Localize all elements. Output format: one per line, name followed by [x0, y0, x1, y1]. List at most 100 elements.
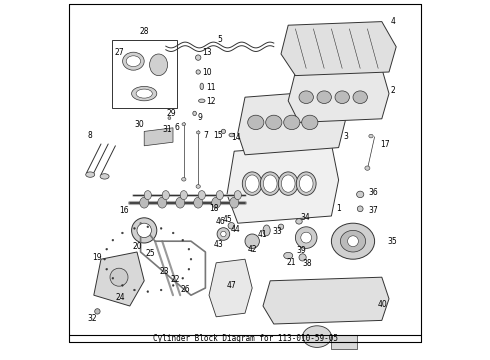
Text: 36: 36 [368, 188, 378, 197]
Text: 4: 4 [390, 17, 395, 26]
Ellipse shape [86, 172, 95, 177]
Ellipse shape [281, 175, 295, 192]
Ellipse shape [353, 91, 368, 104]
Polygon shape [144, 128, 173, 146]
Ellipse shape [221, 129, 225, 134]
Ellipse shape [357, 206, 363, 212]
Text: 34: 34 [300, 213, 310, 222]
Text: 26: 26 [181, 285, 191, 294]
Text: 13: 13 [202, 48, 212, 57]
Ellipse shape [212, 197, 220, 208]
Ellipse shape [198, 99, 205, 103]
Ellipse shape [136, 89, 152, 98]
Text: 6: 6 [174, 123, 179, 132]
Ellipse shape [104, 258, 105, 260]
Text: 44: 44 [230, 225, 240, 234]
Ellipse shape [182, 177, 186, 181]
Polygon shape [281, 22, 396, 76]
Ellipse shape [110, 268, 128, 286]
Text: 41: 41 [257, 230, 267, 239]
Text: 42: 42 [247, 245, 257, 253]
Ellipse shape [106, 248, 108, 250]
Ellipse shape [194, 197, 203, 208]
Ellipse shape [357, 191, 364, 198]
Ellipse shape [162, 191, 170, 199]
Ellipse shape [200, 83, 204, 90]
Text: 27: 27 [114, 48, 124, 57]
Ellipse shape [132, 86, 157, 101]
Ellipse shape [188, 248, 190, 250]
Ellipse shape [369, 134, 373, 138]
Ellipse shape [95, 309, 100, 314]
Text: 19: 19 [93, 253, 102, 262]
Polygon shape [227, 144, 339, 223]
Ellipse shape [263, 225, 270, 236]
Ellipse shape [230, 197, 239, 208]
Polygon shape [94, 252, 144, 306]
Ellipse shape [196, 131, 200, 134]
Ellipse shape [303, 326, 331, 347]
Text: 8: 8 [88, 131, 93, 140]
Text: 35: 35 [388, 237, 397, 246]
Ellipse shape [216, 191, 223, 199]
Ellipse shape [172, 284, 174, 286]
Text: 31: 31 [163, 125, 172, 134]
Ellipse shape [217, 228, 230, 240]
Ellipse shape [196, 55, 201, 60]
Ellipse shape [302, 115, 318, 130]
Bar [112, 40, 176, 108]
Ellipse shape [245, 175, 259, 192]
Ellipse shape [188, 268, 190, 270]
Ellipse shape [134, 228, 135, 229]
Ellipse shape [134, 289, 135, 291]
Ellipse shape [299, 254, 306, 261]
Ellipse shape [112, 239, 114, 241]
Text: 5: 5 [218, 35, 222, 44]
Text: 14: 14 [231, 133, 241, 142]
Ellipse shape [266, 115, 282, 130]
Text: 47: 47 [226, 281, 236, 289]
Ellipse shape [160, 289, 162, 291]
Text: 18: 18 [210, 204, 219, 212]
Text: 10: 10 [202, 68, 212, 77]
Ellipse shape [301, 232, 312, 243]
Text: 16: 16 [120, 206, 129, 215]
Text: 32: 32 [87, 314, 97, 323]
Ellipse shape [296, 219, 302, 224]
Ellipse shape [263, 175, 277, 192]
Text: 23: 23 [159, 267, 169, 276]
Bar [331, 335, 357, 349]
Ellipse shape [245, 234, 259, 248]
Ellipse shape [278, 224, 284, 230]
Ellipse shape [132, 218, 157, 243]
Ellipse shape [149, 54, 168, 76]
Text: 43: 43 [213, 240, 223, 249]
Ellipse shape [242, 172, 262, 195]
Ellipse shape [193, 111, 196, 116]
Ellipse shape [137, 223, 151, 238]
Ellipse shape [220, 231, 226, 237]
Ellipse shape [335, 91, 349, 104]
Text: 3: 3 [343, 132, 348, 141]
Text: 39: 39 [296, 246, 306, 255]
Polygon shape [263, 277, 389, 324]
Text: 38: 38 [302, 259, 312, 268]
Ellipse shape [122, 284, 123, 286]
Ellipse shape [182, 123, 186, 126]
Ellipse shape [284, 252, 293, 259]
Text: 20: 20 [132, 242, 142, 251]
Ellipse shape [234, 191, 242, 199]
Ellipse shape [284, 115, 300, 130]
Ellipse shape [341, 230, 366, 252]
Ellipse shape [295, 227, 317, 248]
Text: 33: 33 [272, 227, 282, 236]
Text: 15: 15 [213, 131, 223, 140]
Ellipse shape [144, 191, 151, 199]
Ellipse shape [190, 258, 192, 260]
Ellipse shape [147, 226, 148, 228]
Text: 30: 30 [134, 120, 144, 129]
Text: 1: 1 [336, 204, 341, 213]
Ellipse shape [122, 52, 144, 70]
Text: 21: 21 [286, 258, 296, 266]
Text: 25: 25 [146, 249, 155, 258]
